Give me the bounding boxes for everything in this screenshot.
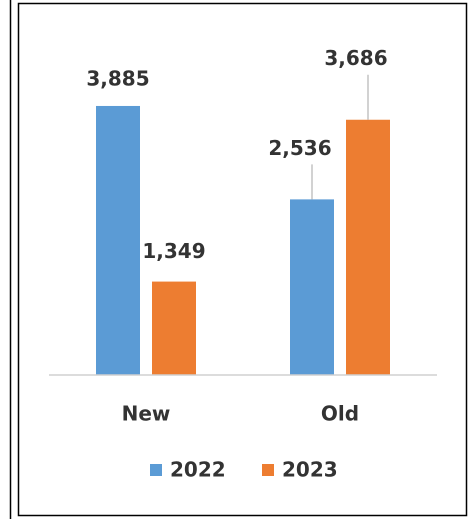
data-label: 3,885 xyxy=(86,66,149,90)
chart-frame xyxy=(17,2,468,517)
bar xyxy=(152,281,196,375)
legend-swatch xyxy=(150,464,162,476)
data-label: 1,349 xyxy=(142,239,205,263)
x-tick-label: New xyxy=(122,402,171,426)
bar xyxy=(290,199,334,375)
legend-swatch xyxy=(262,464,274,476)
legend-label: 2023 xyxy=(282,458,338,482)
x-tick-label: Old xyxy=(321,402,359,426)
legend-label: 2022 xyxy=(170,458,226,482)
data-label: 3,686 xyxy=(324,46,387,70)
data-label: 2,536 xyxy=(268,136,331,160)
bar xyxy=(346,119,390,375)
bar xyxy=(96,105,140,376)
